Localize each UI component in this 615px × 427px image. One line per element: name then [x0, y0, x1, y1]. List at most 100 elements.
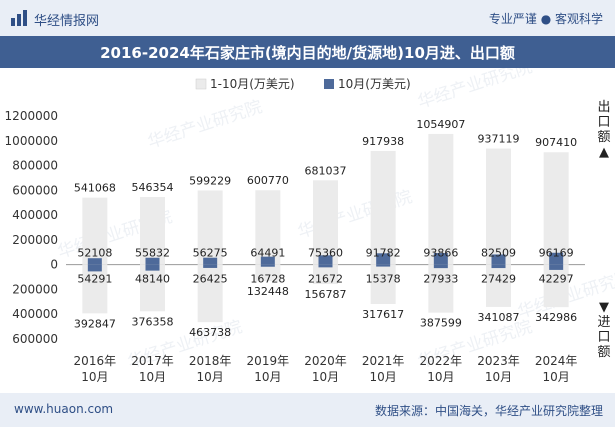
data-label-export-cumulative: 541068: [74, 182, 116, 195]
bar-import-monthly: [318, 264, 333, 268]
brand-name: 华经情报网: [34, 14, 100, 29]
x-tick-label: 10月: [485, 370, 512, 384]
x-tick-label: 2017年: [131, 354, 174, 368]
export-label-text: 出口额: [597, 100, 611, 145]
data-label-import-monthly: 26425: [193, 273, 228, 286]
huajing-logo-icon: [11, 10, 27, 26]
bar-export-cumulative: [370, 150, 396, 265]
y-tick-label: 1200000: [5, 109, 58, 123]
x-tick-label: 2019年: [247, 354, 290, 368]
y-tick-label: 400000: [12, 208, 58, 222]
chart-legend: 1-10月(万美元) 10月(万美元): [195, 77, 411, 91]
bar-import-cumulative: [255, 264, 281, 282]
y-tick-label: 0: [50, 258, 58, 272]
data-label-export-cumulative: 599229: [189, 174, 231, 187]
bar-import-monthly: [376, 264, 391, 267]
y-axis: 1200000 1000000 800000 600000 400000 200000 0 2…: [5, 109, 585, 346]
export-arrow-icon: ▲: [599, 145, 609, 160]
bar-export-cumulative: [197, 190, 223, 265]
chart-title: 2016-2024年石家庄市(境内目的地/货源地)10月进、出口额: [100, 44, 515, 62]
x-tick-label: 10月: [312, 370, 339, 384]
data-label-export-cumulative: 681037: [305, 164, 347, 177]
y-tick-label: 600000: [12, 183, 58, 197]
bar-import-cumulative: [197, 264, 223, 323]
data-label-import-cumulative: 392847: [74, 317, 116, 330]
y-tick-label: 400000: [12, 307, 58, 321]
data-label-import-monthly: 21672: [308, 273, 343, 286]
bar-export-monthly: [376, 253, 391, 265]
bar-import-monthly: [433, 264, 448, 269]
data-label-export-cumulative: 1054907: [416, 118, 465, 131]
data-label-group: 541068 52108 54291 392847 546354 55832 48140 37…: [74, 118, 577, 339]
data-label-import-cumulative: 341087: [478, 311, 520, 324]
bar-import-cumulative: [313, 264, 338, 285]
watermark-text: 华经产业研究院: [415, 68, 534, 113]
import-label-text: 进口额: [597, 315, 611, 360]
data-label-export-cumulative: 600770: [247, 174, 289, 187]
x-tick-label: 2021年: [362, 354, 405, 368]
bar-export-monthly: [260, 256, 275, 265]
data-label-import-cumulative: 463738: [189, 326, 231, 339]
bar-export-monthly: [491, 254, 506, 265]
data-label-export-monthly: 82509: [481, 247, 516, 260]
bar-import-cumulative: [543, 264, 569, 308]
data-label-import-cumulative: 132448: [247, 285, 289, 298]
bar-import-cumulative: [82, 264, 108, 314]
data-label-import-cumulative: 317617: [362, 308, 404, 321]
data-label-import-cumulative: 387599: [420, 317, 462, 330]
bar-group: [82, 133, 569, 323]
legend-label-monthly: 10月(万美元): [338, 77, 411, 91]
top-banner: 华经情报网 专业严谨 ● 客观科学: [0, 0, 615, 36]
y-tick-label: 1000000: [5, 134, 58, 148]
y-tick-label: 600000: [12, 332, 58, 346]
bar-import-monthly: [549, 264, 564, 270]
bar-export-monthly: [549, 252, 564, 265]
x-tick-label: 2018年: [189, 354, 232, 368]
x-tick-label: 10月: [370, 370, 397, 384]
title-bar: 2016-2024年石家庄市(境内目的地/货源地)10月进、出口额: [0, 36, 615, 68]
watermark-text: 华经产业研究院: [145, 97, 264, 153]
legend-label-cumulative: 1-10月(万美元): [210, 77, 295, 91]
bar-export-monthly: [433, 253, 448, 265]
bar-import-cumulative: [486, 264, 511, 307]
footer-source: 数据来源：中国海关，华经产业研究院整理: [374, 404, 603, 418]
data-label-import-monthly: 15378: [366, 273, 401, 286]
x-tick-label: 10月: [81, 370, 108, 384]
data-label-export-cumulative: 546354: [132, 181, 174, 194]
data-label-export-monthly: 56275: [193, 247, 228, 260]
x-tick-label: 2022年: [420, 354, 463, 368]
bar-export-monthly: [203, 257, 218, 265]
bar-export-cumulative: [82, 197, 108, 265]
data-label-import-monthly: 48140: [135, 273, 170, 286]
bar-export-monthly: [318, 255, 333, 265]
data-label-export-cumulative: 917938: [362, 135, 404, 148]
legend-swatch-monthly: [324, 79, 334, 89]
x-tick-label: 10月: [139, 370, 166, 384]
legend-swatch-cumulative: [195, 78, 207, 90]
tagline: 专业严谨 ● 客观科学: [488, 12, 603, 26]
footer-banner: www.huaon.com 数据来源：中国海关，华经产业研究院整理: [0, 393, 615, 427]
x-tick-label: 10月: [427, 370, 454, 384]
bar-import-monthly: [87, 264, 102, 272]
data-label-import-cumulative: 156787: [305, 288, 347, 301]
import-arrow-icon: ▼: [599, 300, 609, 315]
data-label-export-monthly: 91782: [366, 247, 401, 260]
data-label-export-cumulative: 937119: [478, 133, 520, 146]
y-tick-label: 800000: [12, 159, 58, 173]
bar-export-monthly: [87, 258, 102, 265]
bar-import-monthly: [491, 264, 506, 269]
data-label-import-monthly: 27933: [423, 273, 458, 286]
bar-import-cumulative: [140, 264, 165, 312]
bar-export-cumulative: [543, 152, 569, 265]
data-label-import-cumulative: 376358: [132, 315, 174, 328]
y-tick-label: 200000: [12, 282, 58, 296]
data-label-import-cumulative: 342986: [535, 311, 577, 324]
data-label-import-monthly: 42297: [539, 273, 574, 286]
x-tick-label: 10月: [254, 370, 281, 384]
y-tick-label: 200000: [12, 233, 58, 247]
bar-export-cumulative: [140, 196, 165, 265]
footer-url: www.huaon.com: [14, 402, 114, 416]
data-label-export-cumulative: 907410: [535, 136, 577, 149]
data-label-import-monthly: 27429: [481, 273, 516, 286]
